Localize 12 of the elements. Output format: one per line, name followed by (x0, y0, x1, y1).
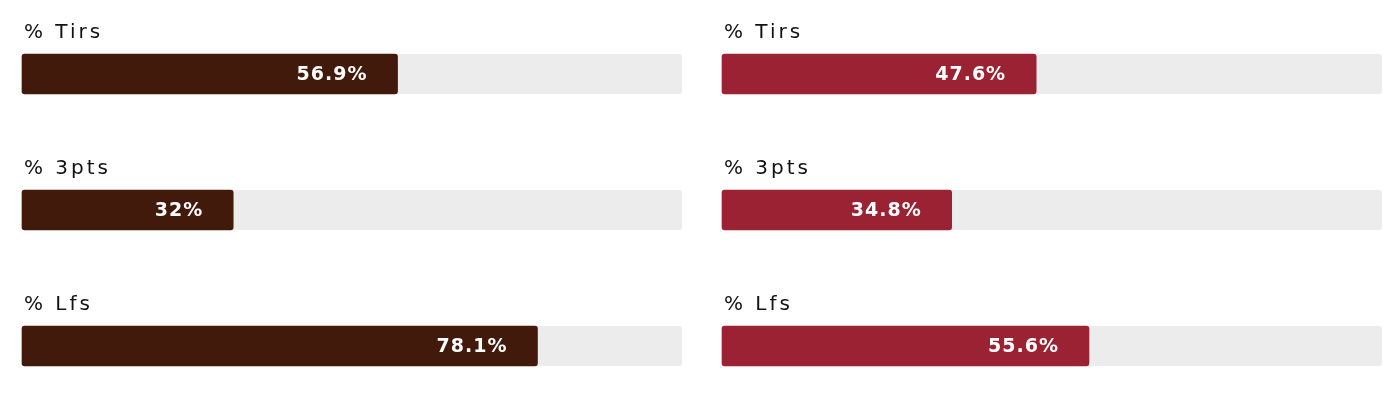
data-label: 34.8% (850, 197, 922, 220)
data-label: 55.6% (988, 333, 1059, 356)
data-label: 47.6% (935, 61, 1007, 84)
data-label: 56.9% (296, 61, 368, 84)
category-label: % Lfs (724, 291, 793, 315)
category-label: % Lfs (24, 291, 93, 315)
data-label: 32% (154, 197, 204, 220)
category-label: % Tirs (24, 19, 104, 43)
data-label: 78.1% (436, 333, 508, 356)
category-label: % Tirs (724, 19, 804, 43)
category-label: % 3pts (724, 155, 812, 179)
category-label: % 3pts (24, 155, 112, 179)
